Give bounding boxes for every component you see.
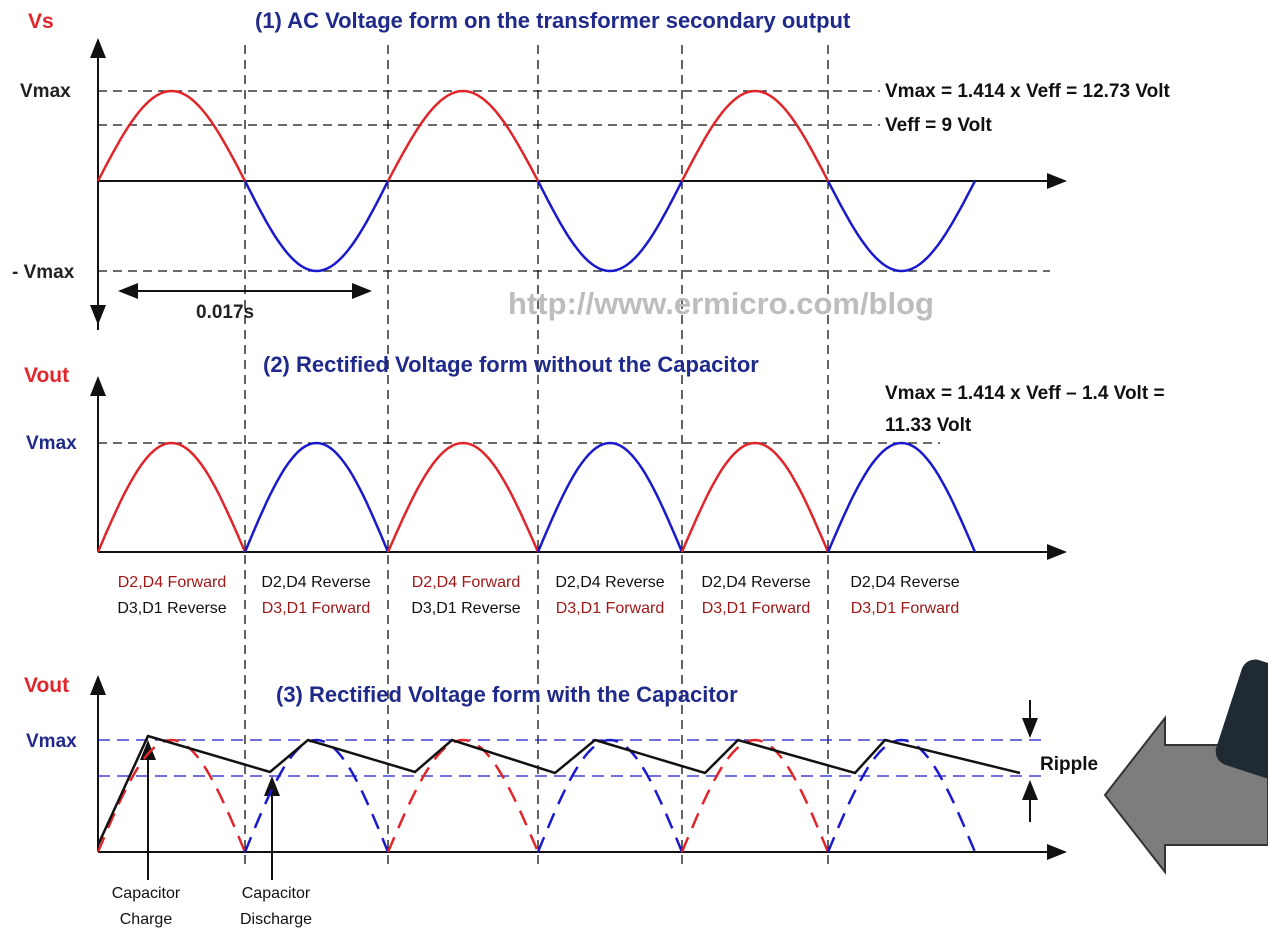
- capacitor-photo: [1215, 659, 1268, 779]
- separators: [244, 45, 829, 870]
- waveform: [386, 89, 540, 182]
- caption: Capacitor: [112, 885, 181, 902]
- panel-title: (3) Rectified Voltage form with the Capa…: [276, 682, 738, 707]
- period-label: 0.017s: [196, 302, 254, 323]
- waveform: [680, 441, 830, 553]
- diode-state: D3,D1 Forward: [702, 600, 810, 617]
- panel-title: (1) AC Voltage form on the transformer s…: [255, 8, 851, 33]
- diode-state: D2,D4 Reverse: [261, 574, 370, 591]
- caption: Discharge: [240, 911, 312, 928]
- level-label: Vmax: [20, 81, 71, 102]
- ripple-label: Ripple: [1040, 754, 1098, 775]
- diode-state: D2,D4 Reverse: [555, 574, 664, 591]
- diode-state: D3,D1 Forward: [262, 600, 370, 617]
- waveform: [536, 180, 684, 273]
- waveform: [96, 734, 1021, 846]
- axis-label: Vs: [28, 10, 54, 33]
- waveform: [826, 180, 977, 273]
- waveform: [826, 441, 977, 553]
- diode-state: D3,D1 Forward: [851, 600, 959, 617]
- annotation: 11.33 Volt: [885, 415, 972, 436]
- curves: [96, 89, 1021, 853]
- watermark: http://www.ermicro.com/blog: [508, 286, 934, 321]
- annotation: Vmax = 1.414 x Veff – 1.4 Volt =: [885, 383, 1165, 404]
- annotation: Vmax = 1.414 x Veff = 12.73 Volt: [885, 81, 1170, 102]
- waveform: [96, 738, 247, 853]
- waveform: [680, 738, 830, 853]
- waveform: [386, 441, 540, 553]
- waveform: [826, 738, 977, 853]
- level-label: Vmax: [26, 731, 77, 752]
- caption: Charge: [120, 911, 173, 928]
- diode-state: D3,D1 Reverse: [411, 600, 520, 617]
- waveform: [243, 180, 390, 273]
- diode-state: D3,D1 Forward: [556, 600, 664, 617]
- level-label: Vmax: [26, 433, 77, 454]
- waveform: [243, 441, 390, 553]
- axis-label: Vout: [24, 674, 69, 697]
- annotation: Veff = 9 Volt: [885, 115, 992, 136]
- panel-title: (2) Rectified Voltage form without the C…: [263, 352, 759, 377]
- waveform: [96, 89, 247, 182]
- axis-label: Vout: [24, 364, 69, 387]
- level-label: - Vmax: [12, 262, 75, 283]
- diode-state: D3,D1 Reverse: [117, 600, 226, 617]
- diode-state: D2,D4 Forward: [118, 574, 226, 591]
- diode-state: D2,D4 Reverse: [701, 574, 810, 591]
- caption: Capacitor: [242, 885, 311, 902]
- diode-state: D2,D4 Reverse: [850, 574, 959, 591]
- layout: [90, 38, 1268, 880]
- waveform: [386, 738, 540, 853]
- waveform: [536, 738, 684, 853]
- waveform: [536, 441, 684, 553]
- waveform: [680, 89, 830, 182]
- waveform: [243, 738, 390, 853]
- diode-state: D2,D4 Forward: [412, 574, 520, 591]
- waveform: [96, 441, 247, 553]
